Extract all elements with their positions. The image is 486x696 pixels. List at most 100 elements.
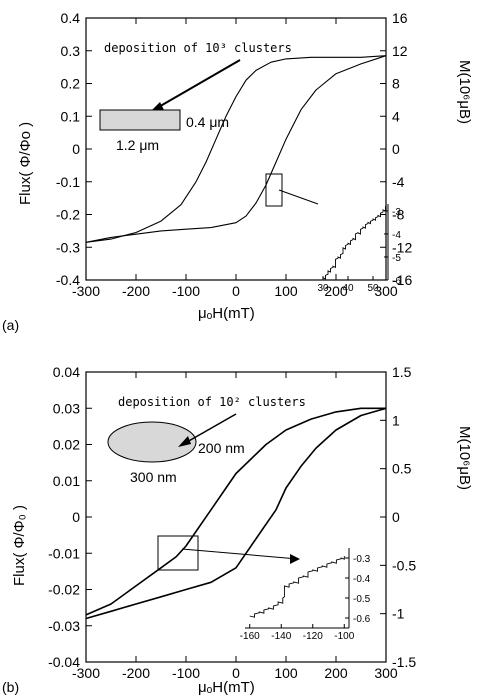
- inset-trace: [249, 556, 345, 618]
- x-tick-label: 200: [324, 665, 348, 681]
- zoom-arrowhead-b: [290, 554, 300, 564]
- annotation-arrow-a: [149, 59, 241, 113]
- inset-y-tick-label: -6: [392, 276, 401, 287]
- x-ticks-b: -300 -200 -100 0 100 200 300: [72, 372, 398, 681]
- y-tick-label-left: -0.04: [48, 654, 80, 670]
- y-ticks-left-b: -0.04 -0.03 -0.02 -0.01 0 0.01 0.02 0.03 0.04: [48, 364, 92, 670]
- y-tick-label-left: -0.2: [56, 207, 80, 223]
- y-ticks-right-a: -16 -12 -8 -4 0 4 8 12 16: [380, 10, 412, 288]
- inset-y-tick-label: -4: [392, 230, 401, 241]
- x-tick-label: 300: [374, 283, 398, 299]
- ylabel-right-b: M(10⁶μB): [456, 426, 473, 490]
- cluster-box-a: [99, 109, 181, 131]
- xlabel-b: μₒH(mT): [198, 679, 255, 696]
- panel-label-b: (b): [2, 679, 19, 695]
- cluster-ellipse-b: [107, 421, 197, 463]
- ylabel-left-b: Flux( Φ/Φ₀ ): [11, 505, 28, 586]
- y-tick-label-right: 16: [392, 10, 408, 26]
- x-tick-label: -100: [172, 283, 200, 299]
- y-tick-label-right: -16: [392, 272, 412, 288]
- panel-b: -300 -200 -100 0 100 200 300 -0.04-0.03-0.02-0…: [2, 364, 473, 696]
- inset-y-tick-label: -0.4: [353, 574, 371, 585]
- inset-x-tick-label: -120: [303, 631, 323, 642]
- dim-height-b: 200 nm: [198, 440, 245, 456]
- y-tick-label-left: 0.03: [53, 400, 80, 416]
- inset-b: -160 -140 -120 -100 -0.3 -0.4 -0.5 -0.6: [240, 548, 371, 642]
- inset-y-tick-label: -0.5: [353, 594, 371, 605]
- zoom-box-b: [157, 535, 199, 571]
- y-tick-label-left: 0.4: [61, 10, 81, 26]
- x-tick-label: 100: [274, 283, 298, 299]
- y-ticks-left-a: -0.4 -0.3 -0.2 -0.1 0 0.1 0.2 0.3 0.4: [56, 10, 92, 288]
- y-tick-label-left: 0.01: [53, 473, 80, 489]
- inset-x-tick-label: 40: [342, 283, 354, 294]
- curves-b: [85, 407, 387, 620]
- zoom-arrow-b: [181, 548, 299, 560]
- arrowhead-b: [178, 436, 191, 447]
- plot-frame-b: [85, 371, 387, 663]
- dim-height-a: 0.4 μm: [186, 114, 229, 130]
- y-tick-label-right: 4: [392, 108, 400, 124]
- inset-y-tick-label: -3: [392, 207, 401, 218]
- x-tick-label: 0: [232, 283, 240, 299]
- x-tick-label: 0: [232, 665, 240, 681]
- inset-x-tick-label: -140: [271, 631, 291, 642]
- x-tick-label: 100: [274, 665, 298, 681]
- hysteresis-branch-2: [85, 55, 387, 243]
- zoom-box-a: [265, 173, 283, 207]
- ylabel-left-a: Flux( Φ/Φo ): [17, 122, 34, 205]
- y-ticks-right-b: -1.5 -1 -0.5 0 0.5 1 1.5: [380, 364, 416, 670]
- x-tick-label: -200: [122, 665, 150, 681]
- y-tick-label-left: -0.02: [48, 582, 80, 598]
- inset-y-tick-label: -5: [392, 253, 401, 264]
- curves-a: [85, 55, 387, 243]
- panel-a: -300 -200 -100 0 100 200 300 -0.4-0.3-0.2-0.10…: [2, 10, 473, 333]
- y-tick-label-left: -0.4: [56, 272, 80, 288]
- y-tick-label-right: -1: [392, 606, 405, 622]
- zoom-arrow-a: [278, 189, 319, 205]
- y-tick-label-right: -8: [392, 207, 405, 223]
- inset-x-tick-label: 30: [317, 283, 329, 294]
- hysteresis-branch-1: [85, 55, 387, 243]
- y-tick-label-right: 0: [392, 141, 400, 157]
- y-tick-label-right: 8: [392, 76, 400, 92]
- y-tick-label-right: -1.5: [392, 654, 416, 670]
- x-ticks-a: -300 -200 -100 0 100 200 300: [72, 18, 398, 299]
- y-tick-label-left: 0.2: [61, 76, 81, 92]
- annotation-b: deposition of 10² clusters: [118, 395, 306, 409]
- y-tick-label-left: -0.03: [48, 618, 80, 634]
- panel-label-a: (a): [2, 317, 19, 333]
- x-tick-label: -300: [72, 283, 100, 299]
- y-tick-label-left: 0: [72, 141, 80, 157]
- y-tick-label-right: -0.5: [392, 557, 416, 573]
- y-tick-label-right: 1: [392, 412, 400, 428]
- annotation-a: deposition of 10³ clusters: [104, 41, 292, 55]
- inset-x-tick-label: -100: [334, 631, 354, 642]
- x-tick-label: -100: [172, 665, 200, 681]
- dim-width-a: 1.2 μm: [116, 137, 159, 153]
- x-tick-label: 300: [374, 665, 398, 681]
- hysteresis-branch-2: [85, 407, 387, 620]
- dim-width-b: 300 nm: [130, 469, 177, 485]
- y-tick-label-left: -0.1: [56, 174, 80, 190]
- y-tick-label-left: 0.3: [61, 43, 81, 59]
- y-tick-label-right: -4: [392, 174, 405, 190]
- inset-x-tick-label: -160: [240, 631, 260, 642]
- ylabel-right-a: M(10⁶μB): [456, 60, 473, 124]
- y-tick-label-left: 0.04: [53, 364, 80, 380]
- y-tick-label-right: 0: [392, 509, 400, 525]
- y-tick-label-left: 0.02: [53, 437, 80, 453]
- y-tick-label-left: 0: [72, 509, 80, 525]
- y-tick-label-right: 0.5: [392, 461, 412, 477]
- y-tick-label-right: -12: [392, 239, 412, 255]
- inset-trace: [322, 206, 386, 280]
- inset-x-tick-label: 50: [367, 283, 379, 294]
- hysteresis-branch-1: [85, 407, 386, 616]
- y-tick-label-right: 12: [392, 43, 408, 59]
- inset-y-tick-label: -0.6: [353, 614, 371, 625]
- x-tick-label: 200: [324, 283, 348, 299]
- x-tick-label: -200: [122, 283, 150, 299]
- y-tick-label-left: -0.01: [48, 545, 80, 561]
- y-tick-label-left: 0.1: [61, 108, 81, 124]
